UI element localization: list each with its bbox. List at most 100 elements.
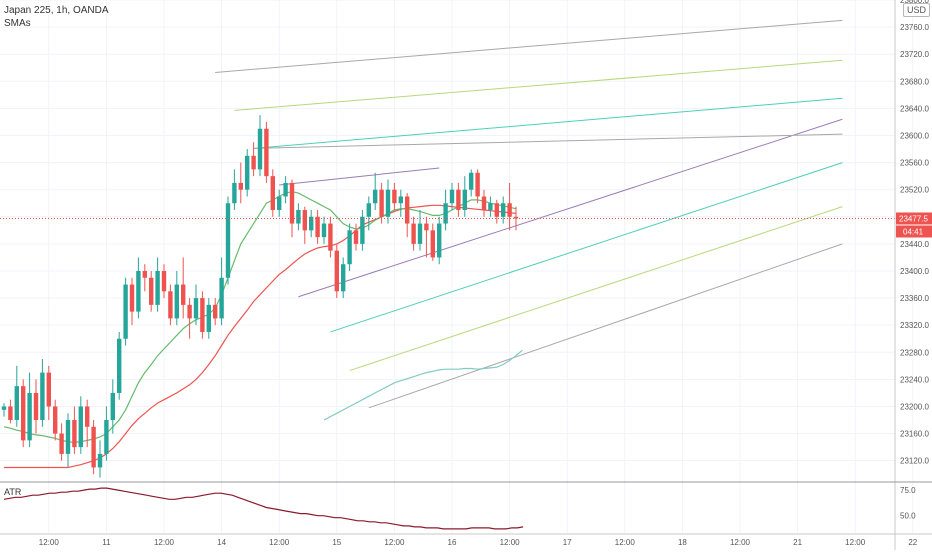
candle-body (245, 155, 250, 190)
candle (417, 210, 423, 251)
candle (123, 277, 128, 346)
candle (341, 257, 346, 299)
trend-line (368, 243, 843, 409)
candle-body (149, 277, 154, 305)
candle (398, 189, 403, 217)
candle-body (347, 230, 352, 265)
candle-body (193, 298, 199, 319)
currency-badge[interactable]: USD (903, 3, 931, 17)
candle (181, 257, 186, 319)
x-tick-label: 12:00 (615, 538, 636, 547)
moving-averages (3, 191, 523, 469)
candle (475, 169, 480, 204)
candle-body (40, 372, 45, 421)
x-tick-label: 18 (678, 538, 687, 547)
trend-line (253, 97, 843, 149)
candle-body (373, 189, 378, 204)
candle-body (366, 203, 371, 217)
x-tick-label: 17 (563, 538, 572, 547)
candle-body (411, 223, 416, 244)
trend-line (330, 162, 843, 333)
atr-label[interactable]: ATR (4, 487, 22, 497)
candle-body (232, 182, 237, 204)
candle (373, 172, 378, 211)
x-tick-label: 12:00 (269, 538, 290, 547)
x-tick-label: 21 (793, 538, 802, 547)
trend-line (349, 206, 843, 372)
candle-body (494, 203, 499, 217)
candle-body (302, 210, 307, 231)
candle-body (334, 250, 339, 292)
candle (488, 196, 493, 217)
candle-body (213, 304, 218, 319)
candle (225, 196, 231, 285)
candle (360, 210, 365, 251)
candle (430, 223, 435, 261)
candle (72, 406, 77, 454)
candle (270, 169, 275, 217)
candle-body (488, 203, 493, 211)
candle (238, 162, 243, 204)
candle-body (398, 196, 403, 204)
candle-body (405, 196, 410, 224)
candle (257, 115, 263, 177)
candle-body (59, 433, 64, 454)
candle-body (46, 372, 51, 407)
candle (245, 149, 250, 197)
y-tick-label: 23440.0 (900, 240, 929, 249)
atr-tick-label: 75.0 (900, 486, 916, 495)
candle-body (110, 392, 115, 421)
candle (424, 216, 429, 258)
y-tick-label: 23160.0 (900, 430, 929, 439)
candle (315, 210, 320, 244)
candle (1, 403, 7, 417)
candle (46, 365, 51, 421)
candle (8, 399, 13, 424)
candle-body (379, 189, 384, 217)
candle (302, 206, 307, 244)
trend-lines (215, 19, 843, 409)
countdown-value: 04:41 (903, 227, 924, 236)
candle (392, 182, 397, 211)
x-tick-label: 22 (908, 538, 917, 547)
x-tick-label: 15 (332, 538, 341, 547)
x-tick-label: 12:00 (500, 538, 521, 547)
candle (168, 284, 173, 326)
trend-line (253, 133, 843, 149)
candle-body (341, 264, 346, 292)
candle-body (469, 172, 474, 190)
candle-body (475, 172, 480, 197)
candle-body (129, 284, 135, 312)
candle-body (1, 406, 7, 410)
indicator-label[interactable]: SMAs (4, 18, 31, 29)
candle (481, 189, 487, 217)
candle-body (360, 216, 365, 244)
candles (0, 115, 895, 478)
candle (289, 179, 295, 238)
symbol-title[interactable]: Japan 225, 1h, OANDA (4, 5, 109, 16)
candle-body (206, 304, 211, 332)
sma-long-line (323, 349, 523, 421)
candle-body (104, 420, 109, 454)
candle-body (117, 338, 122, 393)
candle-body (437, 223, 442, 258)
candle (27, 372, 32, 448)
candle-body (385, 189, 391, 217)
candle-body (238, 182, 243, 190)
y-tick-label: 23280.0 (900, 348, 929, 357)
candle (40, 359, 45, 427)
y-tick-label: 23200.0 (900, 402, 929, 411)
candle-body (174, 284, 179, 319)
candle-body (161, 270, 167, 292)
candle (283, 176, 288, 204)
candle (174, 270, 179, 326)
candle-body (296, 210, 301, 224)
candle (449, 182, 455, 211)
candle-body (507, 203, 512, 217)
candle (437, 216, 442, 265)
x-tick-label: 12:00 (384, 538, 405, 547)
candle (385, 179, 391, 224)
x-tick-label: 16 (448, 538, 457, 547)
candle-body (85, 406, 90, 427)
